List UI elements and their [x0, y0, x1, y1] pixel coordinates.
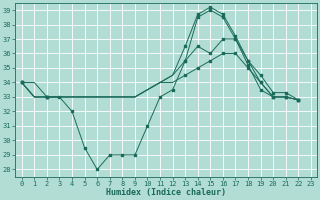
X-axis label: Humidex (Indice chaleur): Humidex (Indice chaleur) — [106, 188, 226, 197]
